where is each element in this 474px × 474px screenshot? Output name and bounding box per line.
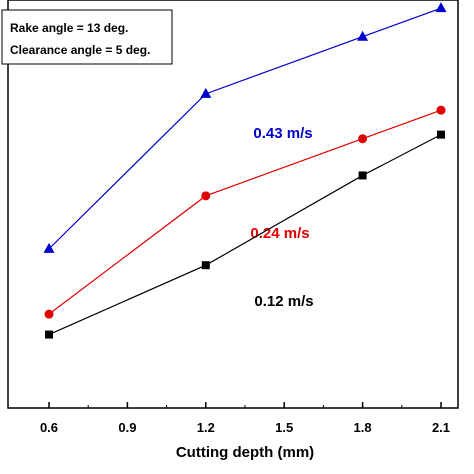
annotation-box: Rake angle = 13 deg. Clearance angle = 5… bbox=[1, 9, 173, 65]
x-axis-tick-labels: 0.6 0.9 1.2 1.5 1.8 2.1 bbox=[40, 420, 450, 435]
data-point-circle bbox=[44, 309, 54, 319]
x-tick-label: 2.1 bbox=[432, 420, 450, 435]
annotation-clearance-angle: Clearance angle = 5 deg. bbox=[10, 43, 150, 57]
series-line bbox=[48, 109, 442, 315]
data-point-triangle bbox=[200, 87, 212, 98]
data-point-triangle bbox=[435, 2, 447, 13]
x-axis-title: Cutting depth (mm) bbox=[176, 444, 314, 461]
x-tick-label: 0.6 bbox=[40, 420, 58, 435]
series-layer: 0.43 m/s 0.24 m/s 0.12 m/s bbox=[43, 2, 447, 339]
data-point-triangle bbox=[357, 30, 369, 41]
annotation-rake-angle: Rake angle = 13 deg. bbox=[10, 21, 128, 35]
data-point-circle bbox=[436, 105, 446, 115]
annotation-frame bbox=[1, 9, 173, 65]
series-line bbox=[48, 134, 442, 336]
series-label: 0.43 m/s bbox=[253, 125, 312, 142]
plot-frame bbox=[7, 0, 459, 409]
data-point-square bbox=[358, 171, 367, 180]
data-point-square bbox=[201, 261, 210, 270]
data-point-circle bbox=[201, 191, 211, 201]
x-tick-label: 1.5 bbox=[275, 420, 293, 435]
data-point-circle bbox=[358, 134, 368, 144]
x-axis-ticks bbox=[48, 402, 442, 408]
x-tick-label: 1.8 bbox=[354, 420, 372, 435]
x-tick-label: 1.2 bbox=[197, 420, 215, 435]
data-point-square bbox=[437, 130, 445, 139]
series-0: 0.43 m/s bbox=[43, 2, 447, 253]
series-line bbox=[48, 7, 442, 250]
x-tick-label: 0.9 bbox=[118, 420, 136, 435]
series-label: 0.12 m/s bbox=[254, 293, 313, 310]
data-point-square bbox=[45, 330, 53, 339]
data-point-triangle bbox=[43, 242, 55, 253]
series-2: 0.12 m/s bbox=[45, 130, 445, 339]
series-1: 0.24 m/s bbox=[44, 105, 446, 319]
series-label: 0.24 m/s bbox=[250, 225, 309, 242]
